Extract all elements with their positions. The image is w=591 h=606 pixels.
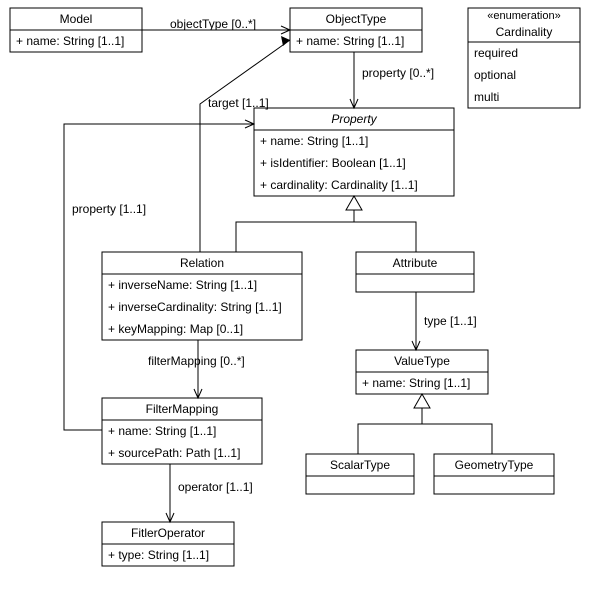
edge-attribute-gen-property (354, 222, 416, 252)
class-value_type: ValueType + name: String [1..1] (356, 350, 488, 394)
class-geometry_type: GeometryType (434, 454, 554, 494)
class-filter_operator: FitlerOperator + type: String [1..1] (102, 522, 234, 566)
svg-text:+ sourcePath: Path [1..1]: + sourcePath: Path [1..1] (108, 446, 240, 460)
class-cardinality: «enumeration» Cardinality required optional… (468, 8, 580, 108)
svg-text:Model: Model (60, 12, 93, 26)
svg-text:property [1..1]: property [1..1] (72, 202, 146, 216)
svg-text:+ name: String [1..1]: + name: String [1..1] (260, 134, 368, 148)
class-property: Property + name: String [1..1] + isIdentif… (254, 108, 454, 196)
svg-text:GeometryType: GeometryType (455, 458, 534, 472)
edge-model-objecttype: objectType [0..*] (142, 17, 290, 34)
edge-scalar-gen-valuetype (358, 394, 430, 454)
svg-text:+ keyMapping: Map [0..1]: + keyMapping: Map [0..1] (108, 322, 243, 336)
svg-text:+ isIdentifier: Boolean [1..1]: + isIdentifier: Boolean [1..1] (260, 156, 406, 170)
svg-text:Attribute: Attribute (393, 256, 438, 270)
svg-text:FilterMapping: FilterMapping (146, 402, 219, 416)
svg-text:+ type: String [1..1]: + type: String [1..1] (108, 548, 209, 562)
svg-text:required: required (474, 46, 518, 60)
svg-text:ScalarType: ScalarType (330, 458, 390, 472)
edge-relation-filtermapping: filterMapping [0..*] (148, 340, 245, 398)
svg-text:ValueType: ValueType (394, 354, 450, 368)
svg-text:+ name: String [1..1]: + name: String [1..1] (296, 34, 404, 48)
svg-text:+ name: String [1..1]: + name: String [1..1] (362, 376, 470, 390)
svg-text:type [1..1]: type [1..1] (424, 314, 477, 328)
class-filter_mapping: FilterMapping + name: String [1..1] + sour… (102, 398, 262, 464)
svg-text:+ cardinality: Cardinality [1.: + cardinality: Cardinality [1..1] (260, 178, 418, 192)
svg-text:multi: multi (474, 90, 499, 104)
svg-text:+ name: String [1..1]: + name: String [1..1] (16, 34, 124, 48)
edge-filtermapping-operator: operator [1..1] (166, 464, 253, 522)
svg-text:target [1..1]: target [1..1] (208, 96, 269, 110)
svg-text:ObjectType: ObjectType (326, 12, 387, 26)
class-model: Model + name: String [1..1] (10, 8, 142, 52)
svg-text:objectType [0..*]: objectType [0..*] (170, 17, 256, 31)
edge-geometry-gen-valuetype (422, 424, 492, 454)
svg-text:Relation: Relation (180, 256, 224, 270)
edge-attribute-valuetype: type [1..1] (412, 292, 477, 350)
class-attribute: Attribute (356, 252, 474, 292)
edge-relation-gen-property (236, 196, 362, 252)
svg-text:filterMapping [0..*]: filterMapping [0..*] (148, 354, 245, 368)
svg-text:Property: Property (331, 112, 377, 126)
class-relation: Relation + inverseName: String [1..1] + in… (102, 252, 302, 340)
svg-text:+ name: String [1..1]: + name: String [1..1] (108, 424, 216, 438)
svg-text:optional: optional (474, 68, 516, 82)
svg-text:+ inverseName: String [1..1]: + inverseName: String [1..1] (108, 278, 257, 292)
svg-text:Cardinality: Cardinality (496, 25, 553, 39)
svg-text:FitlerOperator: FitlerOperator (131, 526, 205, 540)
svg-text:«enumeration»: «enumeration» (487, 10, 560, 22)
edge-objecttype-property: property [0..*] (350, 52, 434, 108)
uml-diagram: Model + name: String [1..1] ObjectType + na… (0, 0, 591, 606)
class-object_type: ObjectType + name: String [1..1] (290, 8, 422, 52)
class-scalar_type: ScalarType (306, 454, 414, 494)
svg-text:+ inverseCardinality: String [: + inverseCardinality: String [1..1] (108, 300, 282, 314)
svg-text:operator [1..1]: operator [1..1] (178, 480, 253, 494)
svg-text:property [0..*]: property [0..*] (362, 66, 434, 80)
